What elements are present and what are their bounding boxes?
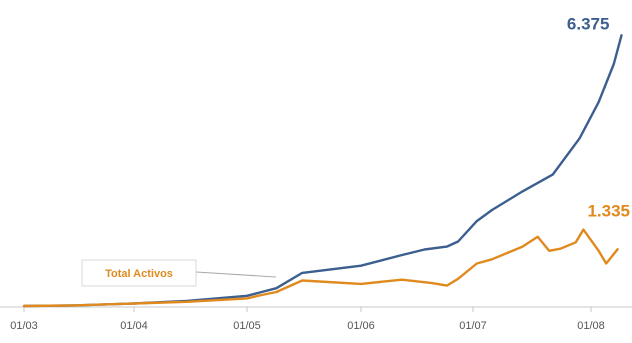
- annotation-label: Total Activos: [105, 268, 173, 280]
- end-label-total-activos: 1.335: [587, 201, 630, 220]
- series-line-total: [22, 34, 623, 308]
- x-tick-label: 01/04: [120, 320, 148, 332]
- series-line-total-activos: [22, 228, 619, 308]
- annotation-box: [81, 259, 197, 287]
- x-tick-label: 01/06: [347, 320, 375, 332]
- x-axis: 01/03 01/04 01/05 01/06 01/07 01/08: [0, 306, 632, 332]
- end-labels: 6.375 1.335: [567, 14, 630, 220]
- end-label-total: 6.375: [567, 14, 610, 33]
- x-tick-label: 01/08: [577, 320, 605, 332]
- series-group: [22, 34, 623, 308]
- annotation-group: Total Activos: [81, 259, 277, 287]
- annotation-leader-line: [195, 271, 277, 278]
- x-tick-label: 01/05: [233, 320, 261, 332]
- x-tick-label: 01/07: [459, 320, 487, 332]
- x-tick-label: 01/03: [10, 320, 38, 332]
